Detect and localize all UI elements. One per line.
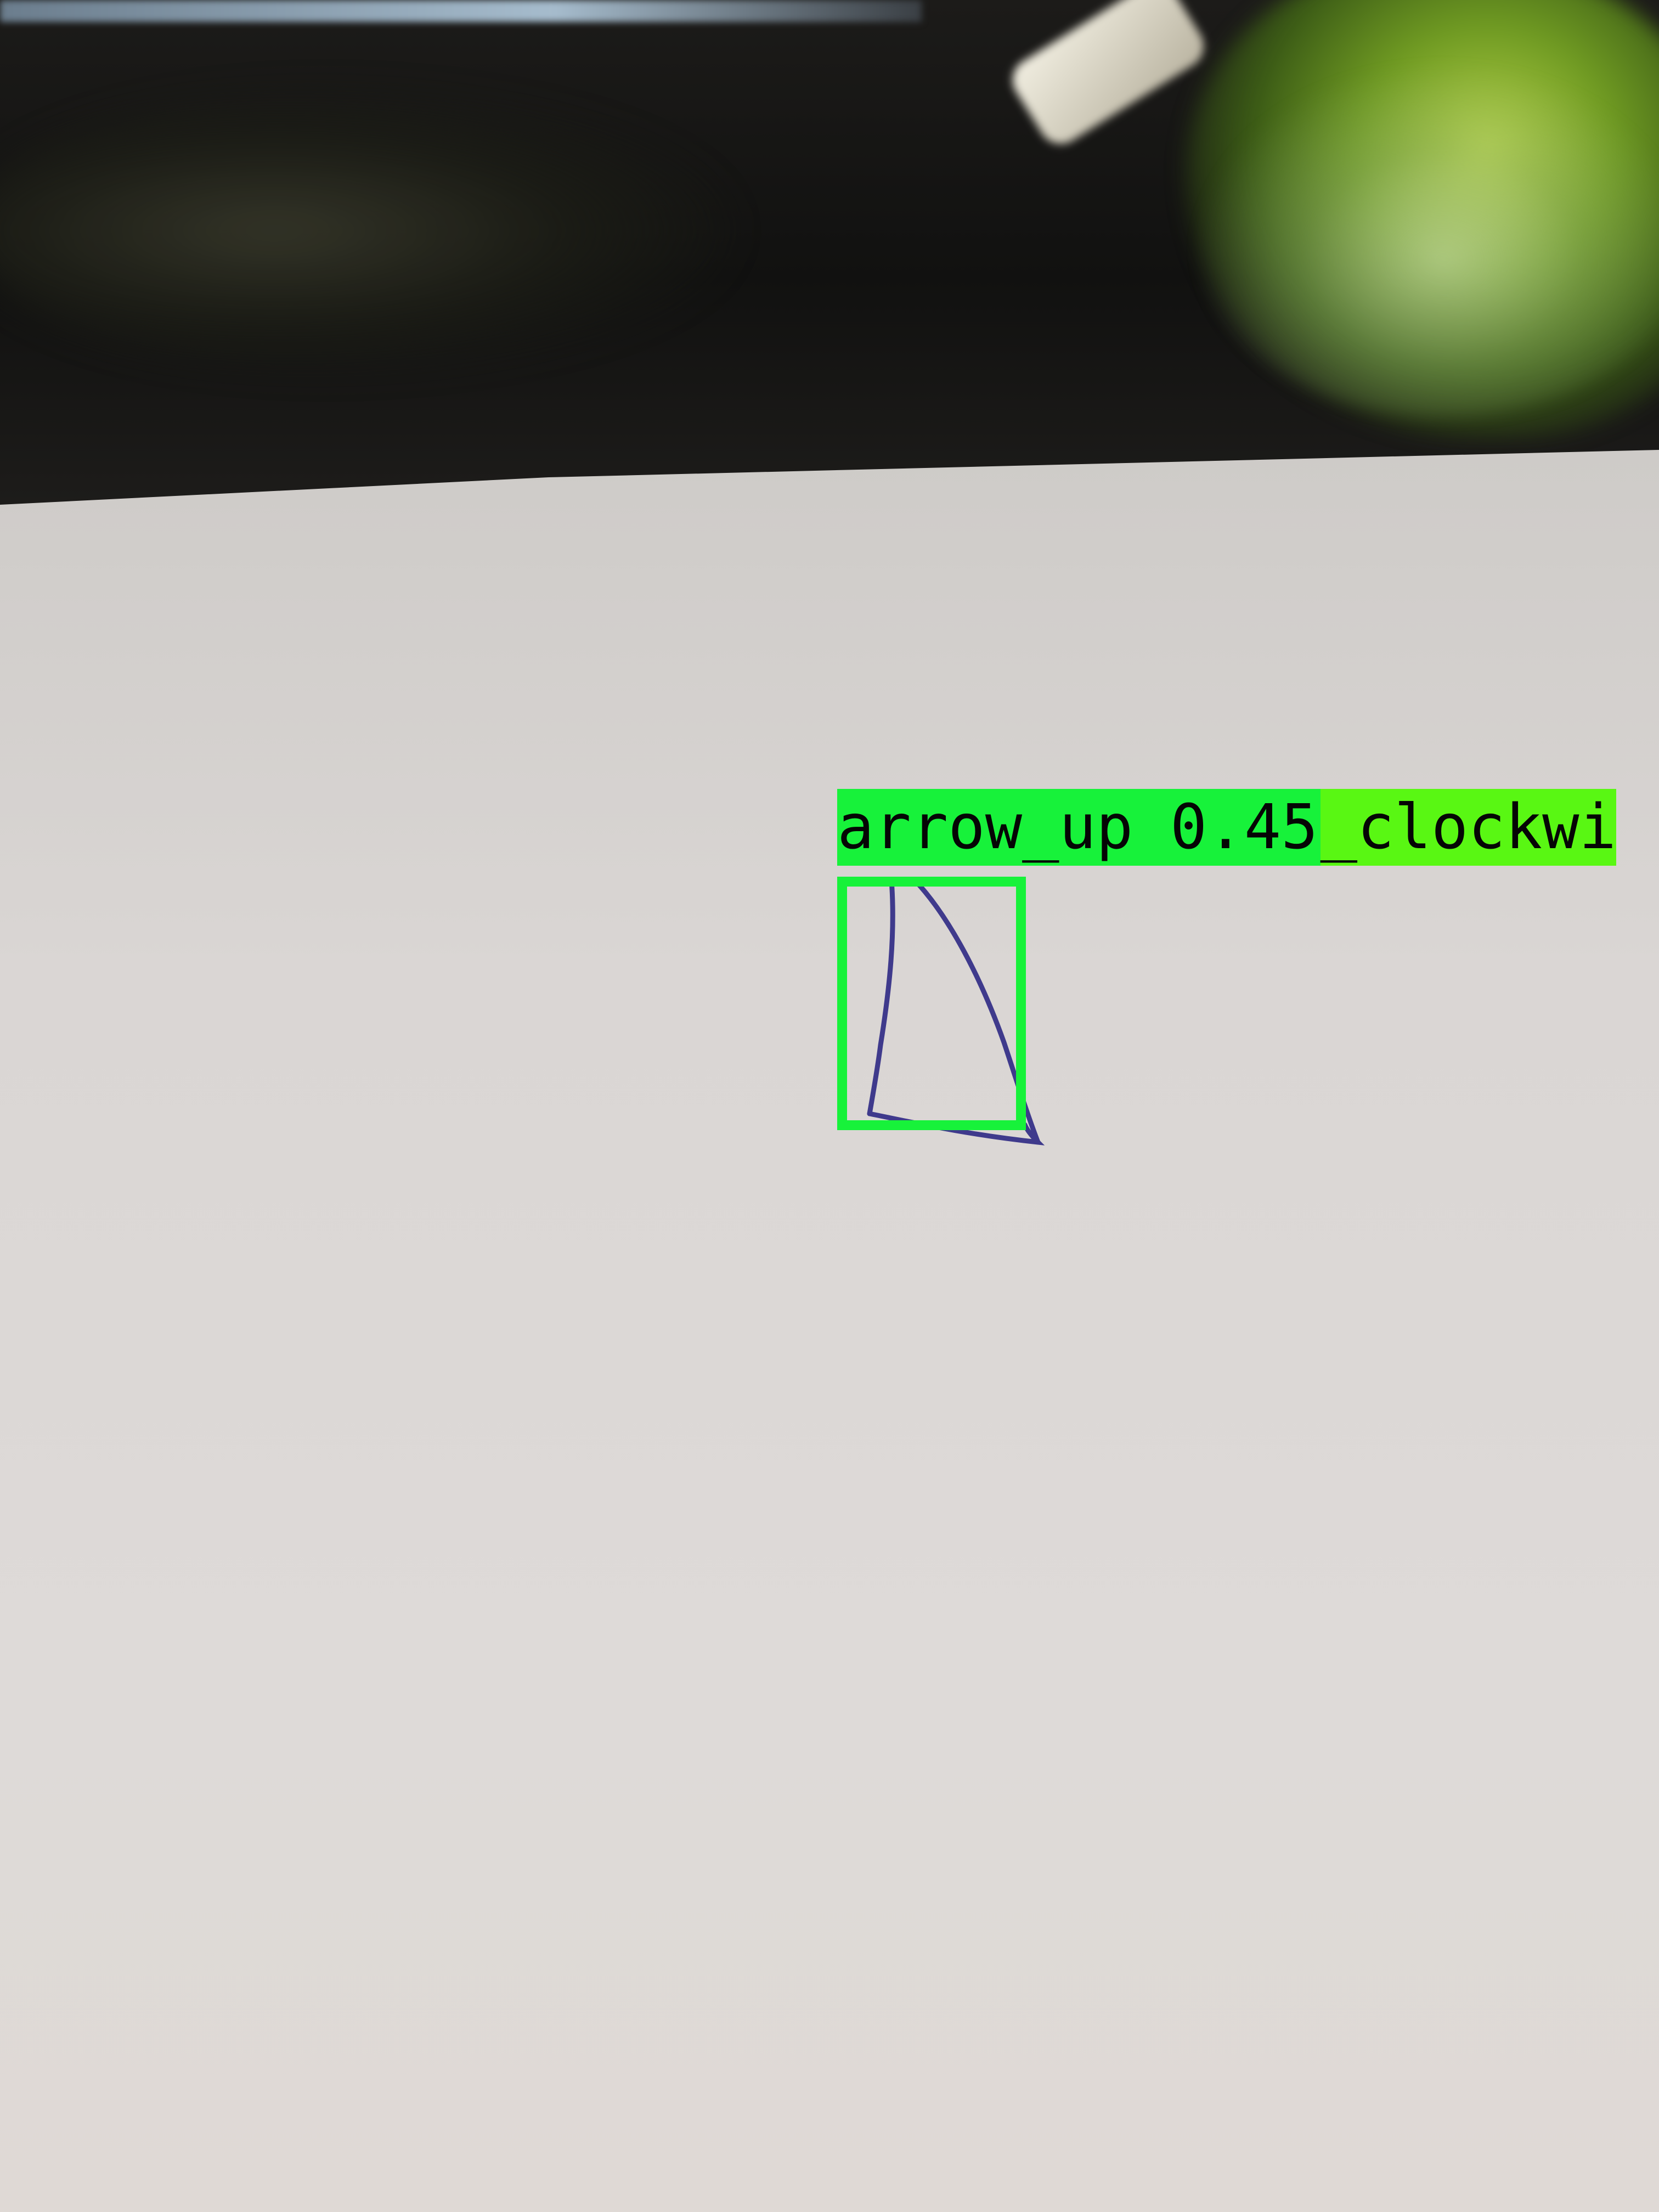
paper-sheet <box>0 450 1659 2212</box>
blurred-glass-bowl <box>1196 66 1659 417</box>
sketch-base-stroke <box>867 1111 1045 1146</box>
blurred-top-strip <box>0 0 922 22</box>
blurred-cloth <box>0 88 735 373</box>
sketch-left-stroke <box>867 878 895 1116</box>
detection-bounding-box <box>837 877 1026 1130</box>
detection-label-bar: arrow_up 0.45 _clockwi <box>837 789 1617 866</box>
detection-label-arrow-up: arrow_up 0.45 <box>837 789 1321 866</box>
detection-label-clockwise: _clockwi <box>1320 789 1617 866</box>
